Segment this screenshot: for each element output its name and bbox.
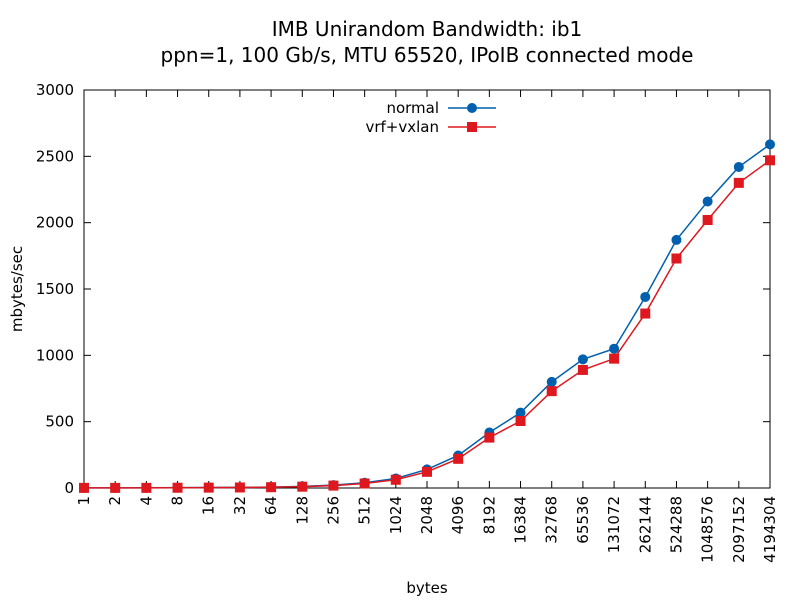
x-tick-label: 8 — [169, 496, 187, 506]
legend-marker — [467, 122, 477, 132]
x-tick-label: 2 — [106, 496, 124, 506]
data-point — [515, 407, 526, 418]
y-tick-label: 0 — [64, 479, 74, 497]
data-point — [765, 155, 775, 166]
data-point — [141, 482, 152, 493]
data-point — [640, 291, 651, 302]
x-tick-label: 131072 — [605, 496, 623, 553]
data-point — [297, 481, 308, 492]
series-line — [84, 159, 771, 489]
x-tick-label: 16 — [200, 496, 218, 515]
data-point — [733, 177, 744, 188]
chart-subtitle: ppn=1, 100 Gb/s, MTU 65520, IPoIB connec… — [161, 43, 694, 67]
data-point — [609, 343, 620, 354]
legend-label: vrf+vxlan — [365, 118, 439, 136]
y-tick-label: 2500 — [36, 147, 74, 165]
x-tick-label: 4194304 — [761, 496, 779, 563]
plot-frame — [83, 89, 771, 489]
data-point — [546, 376, 557, 387]
data-point — [733, 161, 744, 172]
data-point — [515, 416, 526, 427]
series-normal — [79, 139, 775, 493]
y-tick-label: 1500 — [36, 280, 74, 298]
x-tick-label: 4 — [137, 496, 155, 506]
data-point — [702, 215, 713, 226]
series-vrf-vxlan — [79, 155, 775, 493]
x-tick-label: 8192 — [480, 496, 498, 534]
data-point — [234, 482, 245, 493]
y-tick-label: 500 — [45, 413, 74, 431]
data-point — [172, 482, 183, 493]
data-point — [453, 453, 464, 464]
data-point — [79, 482, 89, 493]
x-tick-label: 512 — [356, 496, 374, 525]
chart-title: IMB Unirandom Bandwidth: ib1 — [272, 17, 583, 41]
data-point — [359, 478, 370, 489]
data-point — [203, 482, 214, 493]
x-tick-label: 32 — [231, 496, 249, 515]
x-tick-label: 1 — [75, 496, 93, 506]
y-tick-label: 1000 — [36, 346, 74, 364]
x-tick-label: 524288 — [667, 496, 685, 553]
series-line — [84, 143, 771, 489]
data-point — [671, 253, 682, 264]
data-point — [702, 196, 713, 207]
x-axis-label: bytes — [406, 579, 448, 597]
x-tick-label: 32768 — [543, 496, 561, 544]
legend-label: normal — [386, 99, 439, 117]
x-tick-label: 64 — [262, 496, 280, 515]
x-tick-label: 256 — [324, 496, 342, 525]
x-axis: 1 2 4 8 16 32 64 128 256 512 1024 2048 4096 8192 16384… — [75, 90, 779, 563]
data-point — [671, 234, 682, 245]
data-point — [577, 364, 588, 375]
x-tick-label: 2048 — [418, 496, 436, 534]
y-axis: 0 500 1000 1500 2000 2500 3000 — [36, 81, 770, 497]
x-tick-label: 1048576 — [699, 496, 717, 563]
x-tick-label: 262144 — [636, 496, 654, 553]
data-point — [266, 482, 277, 493]
x-tick-label: 1024 — [387, 496, 405, 534]
data-point — [422, 466, 432, 477]
data-point — [546, 386, 557, 397]
data-point — [390, 474, 401, 485]
data-point — [484, 432, 495, 443]
x-tick-label: 2097152 — [730, 496, 748, 563]
data-point — [110, 482, 121, 493]
x-tick-label: 16384 — [512, 496, 530, 544]
y-tick-label: 3000 — [36, 81, 74, 99]
series-layer — [79, 139, 775, 493]
data-point — [328, 480, 339, 491]
data-point — [765, 139, 775, 150]
legend-marker — [467, 103, 477, 113]
data-point — [577, 354, 588, 365]
data-point — [640, 308, 651, 319]
data-point — [609, 353, 620, 364]
y-axis-label: mbytes/sec — [8, 246, 26, 332]
x-tick-label: 4096 — [449, 496, 467, 534]
x-tick-label: 65536 — [574, 496, 592, 544]
x-tick-label: 128 — [293, 496, 311, 525]
y-tick-label: 2000 — [36, 214, 74, 232]
